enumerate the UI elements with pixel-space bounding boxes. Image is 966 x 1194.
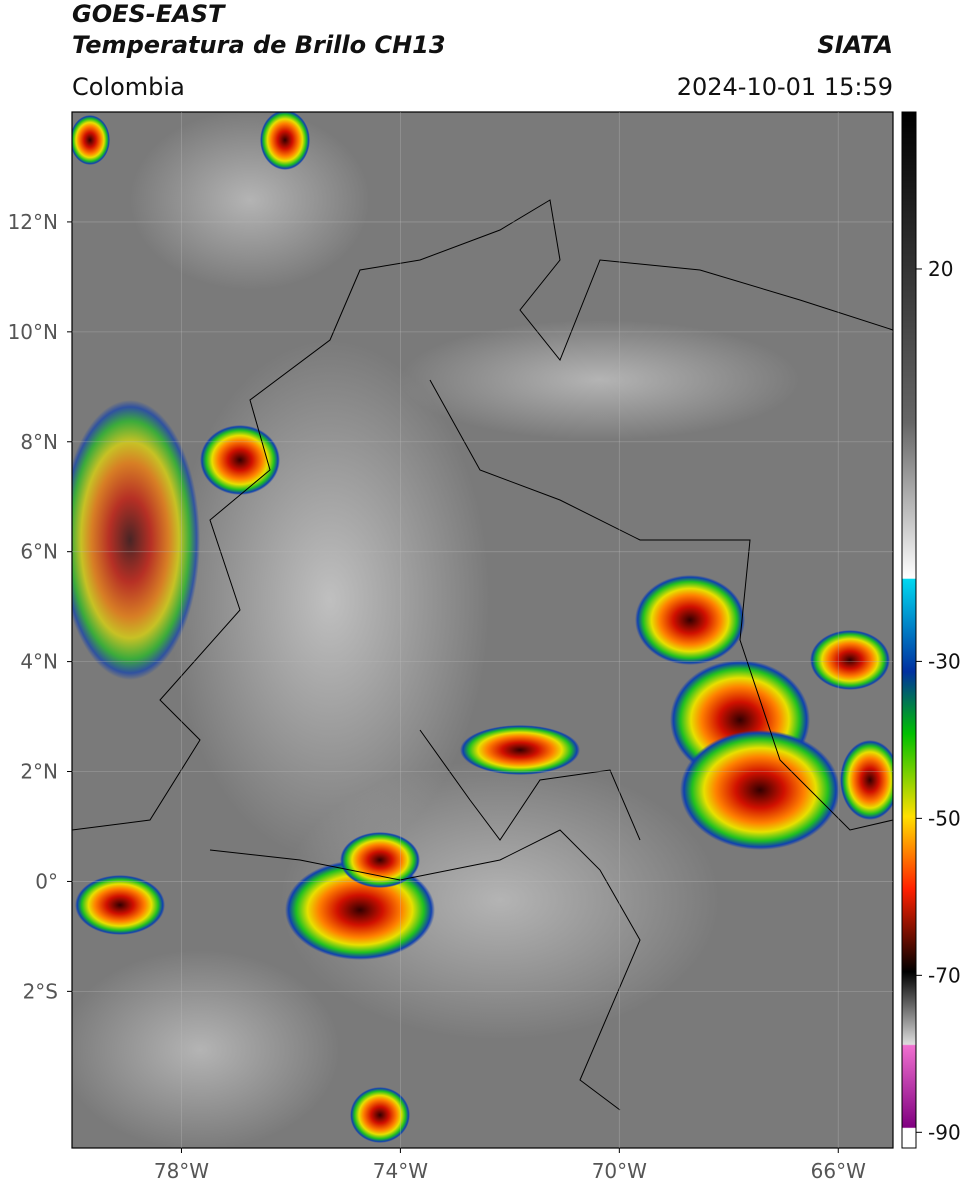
lat-tick-label: 8°N	[20, 430, 58, 454]
colorbar-tick-label: 20	[928, 257, 953, 281]
colorbar-tick-label: -70	[928, 963, 961, 987]
lat-tick-label: 0°	[35, 869, 58, 893]
colorbar	[901, 111, 917, 1149]
title-line2: Temperatura de Brillo CH13	[72, 31, 446, 59]
lat-tick-label: 12°N	[8, 210, 58, 234]
datetime: 2024-10-01 15:59	[677, 73, 893, 101]
colorbar-tick-label: -50	[928, 806, 961, 830]
lat-tick-label: 2°N	[20, 760, 58, 784]
lat-tick-label: 10°N	[8, 320, 58, 344]
source: SIATA	[817, 31, 893, 59]
region: Colombia	[72, 73, 185, 101]
map-frame	[71, 111, 894, 1149]
lon-tick-label: 66°W	[811, 1159, 866, 1183]
colorbar-tick-label: -90	[928, 1120, 961, 1144]
satellite-image	[72, 112, 893, 1148]
lat-tick-label: 4°N	[20, 650, 58, 674]
colorbar-tick-label: -30	[928, 649, 961, 673]
lon-tick-label: 70°W	[592, 1159, 647, 1183]
lat-tick-label: 2°S	[23, 979, 58, 1003]
lat-tick-label: 6°N	[20, 540, 58, 564]
title-line1: GOES-EAST	[72, 0, 226, 28]
lon-tick-label: 74°W	[373, 1159, 428, 1183]
lon-tick-label: 78°W	[154, 1159, 209, 1183]
